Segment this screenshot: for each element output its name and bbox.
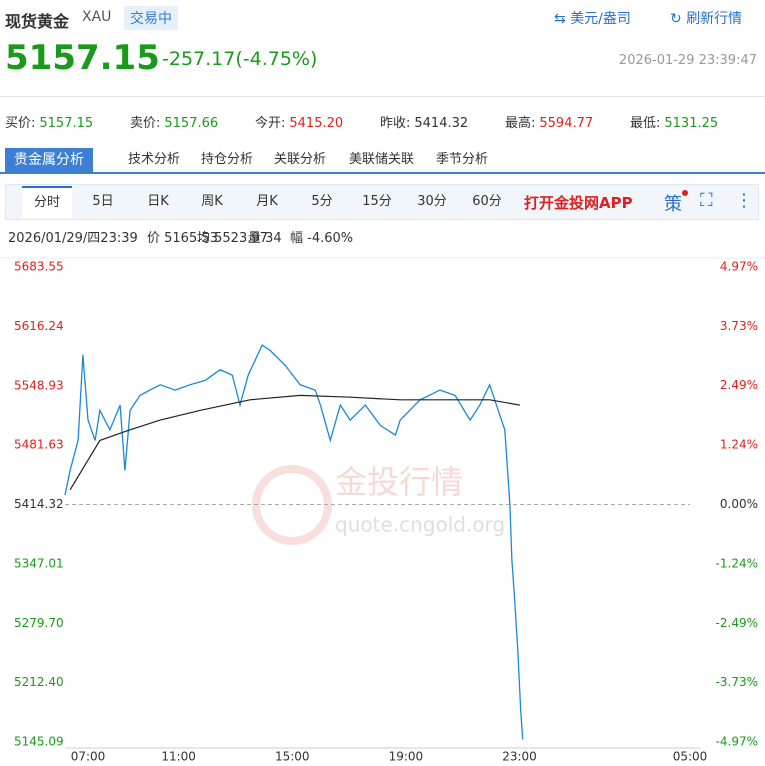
title: 现货黄金 (5, 12, 70, 31)
y2-tick-label: -2.49% (716, 616, 758, 630)
y-tick-label: 5616.24 (14, 319, 64, 333)
quote-label: 买价: (5, 116, 36, 131)
more[interactable]: ⋮ (735, 190, 753, 211)
y-tick-label: 5279.70 (14, 616, 64, 630)
quote: 买价: 5157.15 (5, 112, 93, 131)
x-tick-label: 23:00 (502, 750, 537, 764)
period-tab[interactable]: 5分 (311, 194, 333, 209)
y-tick-label: 5347.01 (14, 556, 64, 570)
watermark-url: quote.cngold.org (335, 513, 505, 537)
timestamp: 2026-01-29 23:39:47 (618, 53, 757, 68)
y2-tick-label: -4.97% (716, 735, 758, 749)
series-line (69, 394, 520, 491)
period-tab[interactable]: 周K (201, 194, 223, 209)
x-tick-label: 07:00 (71, 750, 106, 764)
x-tick-label: 19:00 (389, 750, 424, 764)
info-item: 均 5523.97 (197, 231, 268, 246)
quote: 卖价: 5157.66 (130, 112, 218, 131)
quote-value: 5157.15 (39, 116, 94, 131)
y-tick-label: 5683.55 (14, 260, 64, 274)
divider (0, 96, 765, 97)
period-tab[interactable]: 5日 (92, 194, 114, 209)
unit-text[interactable]: 美元/盎司 (570, 11, 631, 27)
y2-tick-label: 1.24% (720, 438, 758, 452)
quote-value: 5594.77 (539, 116, 594, 131)
x-tick-label: 05:00 (673, 750, 708, 764)
series-line (64, 344, 524, 740)
quote-value: 5415.20 (289, 116, 344, 131)
quote-value: 5131.25 (664, 116, 719, 131)
analysis-tab[interactable]: 季节分析 (436, 152, 489, 167)
analysis-tab[interactable]: 持仓分析 (201, 152, 254, 167)
dot (682, 190, 688, 196)
y2-tick-label: 2.49% (720, 378, 758, 392)
y2-tick-label: -3.73% (716, 675, 758, 689)
y-tick-label: 5212.40 (14, 675, 64, 689)
app-link[interactable]: 打开金投网APP (524, 194, 633, 212)
quote-label: 昨收: (380, 116, 411, 131)
info-item: 价 5165.53 (147, 231, 218, 246)
change: -257.17(-4.75%) (162, 48, 318, 70)
period-tab[interactable]: 日K (147, 194, 169, 209)
quote-value: 5414.32 (414, 116, 469, 131)
quote-label: 最高: (505, 116, 536, 131)
tab-underline (0, 172, 765, 174)
status-badge: 交易中 (124, 6, 178, 30)
analysis-tab[interactable]: 技术分析 (128, 152, 181, 167)
quote-value: 5157.66 (164, 116, 219, 131)
x-tick-label: 11:00 (161, 750, 196, 764)
price: 5157.15 (5, 38, 160, 78)
unit-link[interactable]: ⇆ 美元/盎司 (554, 11, 631, 27)
quote-label: 最低: (630, 116, 661, 131)
info-item: 2026/01/29/四23:39 (8, 231, 138, 246)
y-tick-label: 5548.93 (14, 378, 64, 392)
refresh-link[interactable]: ↻ 刷新行情 (670, 11, 743, 27)
analysis-tab[interactable]: 贵金属分析 (5, 148, 93, 172)
quote-label: 今开: (255, 116, 286, 131)
quote-label: 卖价: (130, 116, 161, 131)
info-item: 量 34 (248, 231, 282, 246)
info-item: 幅 -4.60% (290, 231, 354, 246)
code: XAU (82, 9, 112, 25)
y2-tick-label: 0.00% (720, 497, 758, 511)
y2-tick-label: 3.73% (720, 319, 758, 333)
period-tab[interactable]: 分时 (22, 186, 72, 218)
period-tab[interactable]: 60分 (472, 194, 502, 209)
y2-tick-label: -1.24% (716, 556, 758, 570)
quote: 最高: 5594.77 (505, 112, 593, 131)
refresh-text[interactable]: 刷新行情 (686, 11, 743, 27)
quote: 最低: 5131.25 (630, 112, 718, 131)
period-bar (5, 184, 759, 220)
y2-tick-label: 4.97% (720, 260, 758, 274)
watermark-brand: 金投行情 (335, 463, 463, 501)
strategy[interactable]: 策 (664, 194, 682, 215)
analysis-tab[interactable]: 关联分析 (274, 152, 327, 167)
analysis-tab[interactable]: 美联储关联 (349, 152, 415, 167)
x-tick-label: 15:00 (275, 750, 310, 764)
quote: 昨收: 5414.32 (380, 112, 468, 131)
fullscreen[interactable]: ⛶ (700, 190, 713, 211)
period-tab[interactable]: 月K (256, 194, 278, 209)
y-tick-label: 5145.09 (14, 735, 64, 749)
y-tick-label: 5481.63 (14, 438, 64, 452)
period-tab[interactable]: 15分 (362, 194, 392, 209)
quote: 今开: 5415.20 (255, 112, 343, 131)
y-tick-label: 5414.32 (14, 497, 64, 511)
period-tab[interactable]: 30分 (417, 194, 447, 209)
